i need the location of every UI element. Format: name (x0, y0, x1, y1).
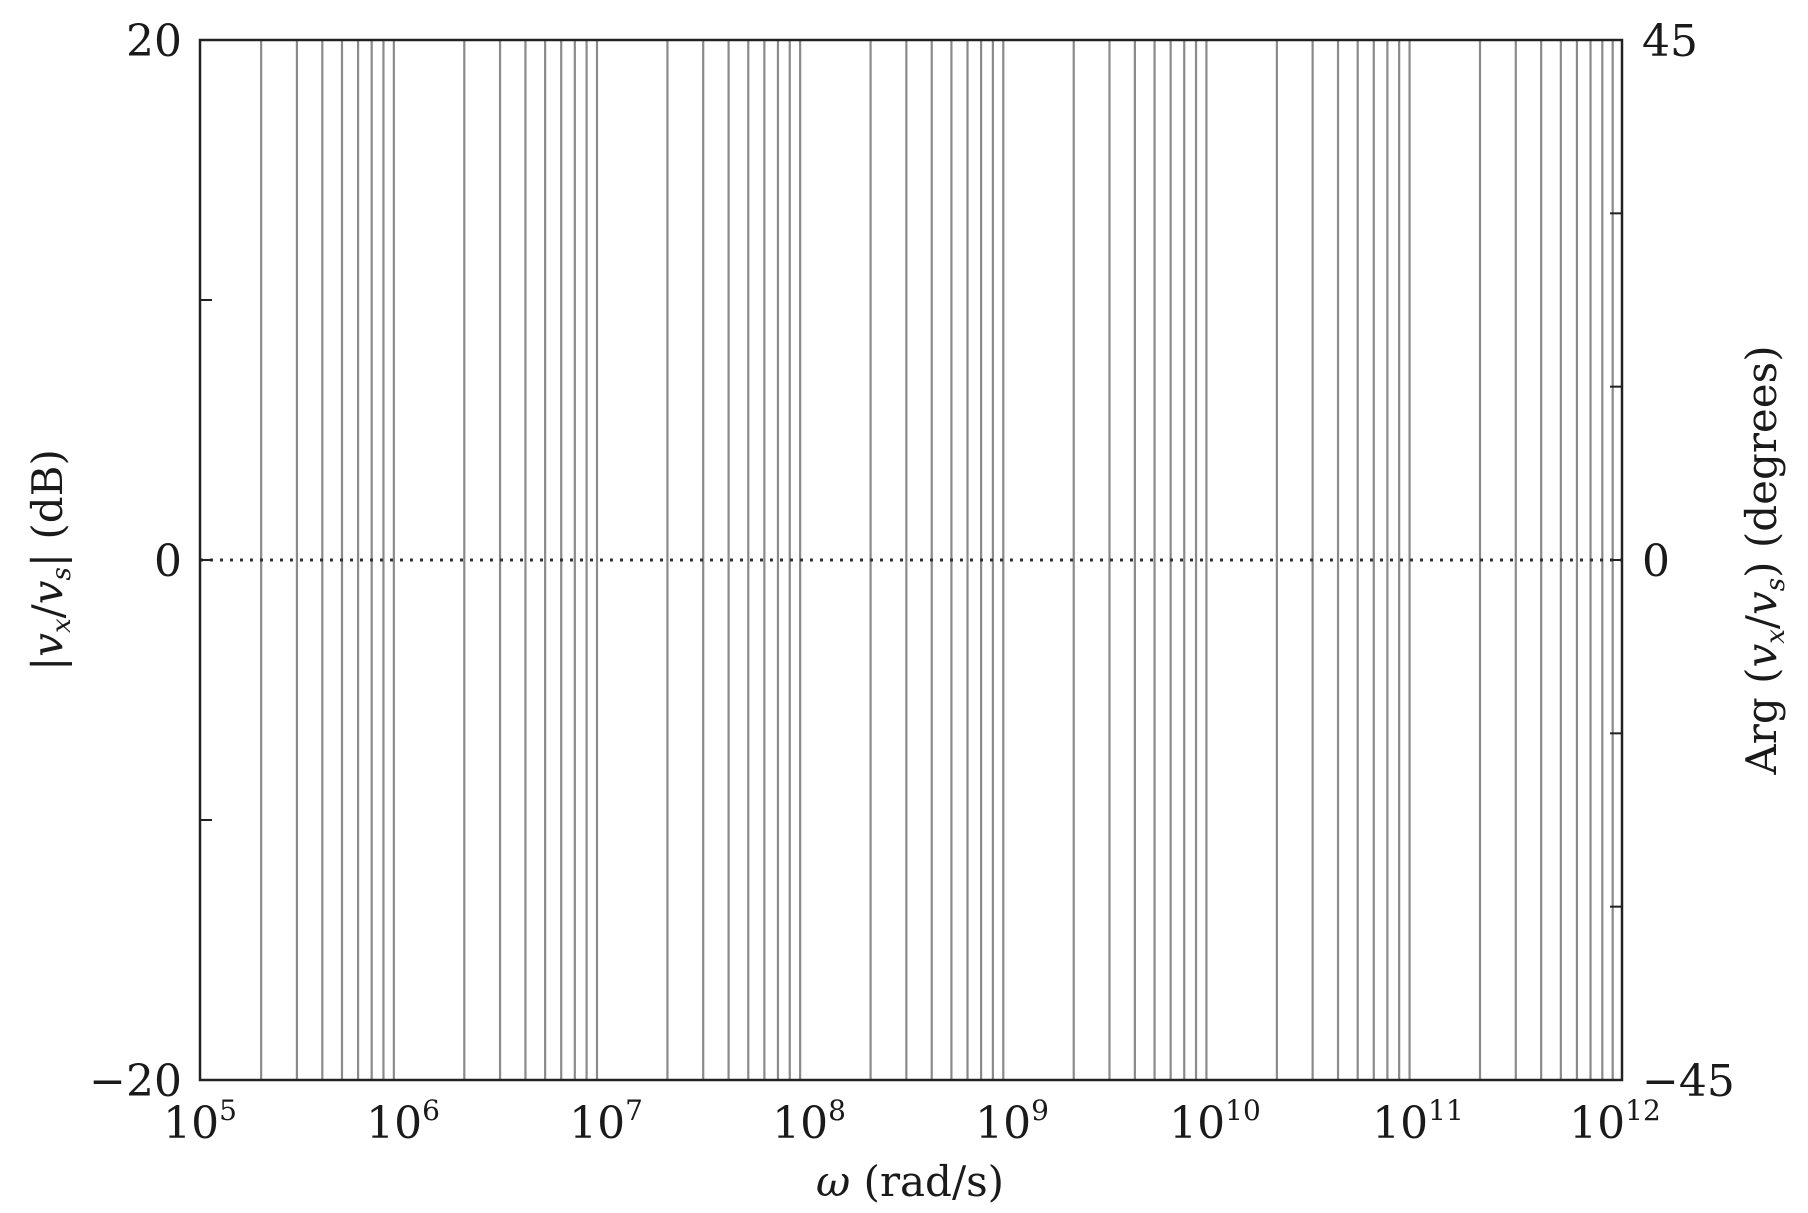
right-y-tick-labels: 45 0 −45 (1642, 16, 1735, 1107)
x-tick-label: 109 (975, 1094, 1049, 1149)
x-tick-label: 105 (163, 1094, 237, 1149)
y-left-tick-label: −20 (89, 1056, 182, 1107)
y-left-tick-label: 20 (126, 16, 182, 67)
x-tick-label: 1012 (1569, 1094, 1661, 1149)
left-y-ticks (200, 39, 212, 1081)
y-right-tick-label: 0 (1642, 536, 1670, 587)
y-left-tick-label: 0 (154, 536, 182, 587)
right-y-ticks (1610, 39, 1622, 1081)
grid-lines (260, 40, 1614, 1080)
y-right-tick-label: 45 (1642, 16, 1698, 67)
x-axis-label: ω (rad/s) (816, 1157, 1004, 1206)
left-y-tick-labels: 20 0 −20 (89, 16, 182, 1107)
x-tick-labels: 105 106 107 108 109 1010 1011 1012 (163, 1094, 1661, 1149)
y-right-tick-label: −45 (1642, 1056, 1735, 1107)
x-tick-label: 107 (569, 1094, 643, 1149)
y-left-axis-label: |vx/vs| (dB) (23, 449, 77, 671)
x-tick-label: 108 (772, 1094, 846, 1149)
x-tick-label: 1010 (1169, 1094, 1261, 1149)
x-tick-label: 1011 (1372, 1094, 1464, 1149)
y-right-axis-label: Arg (vx/vs) (degrees) (1737, 345, 1791, 775)
x-tick-label: 106 (366, 1094, 440, 1149)
